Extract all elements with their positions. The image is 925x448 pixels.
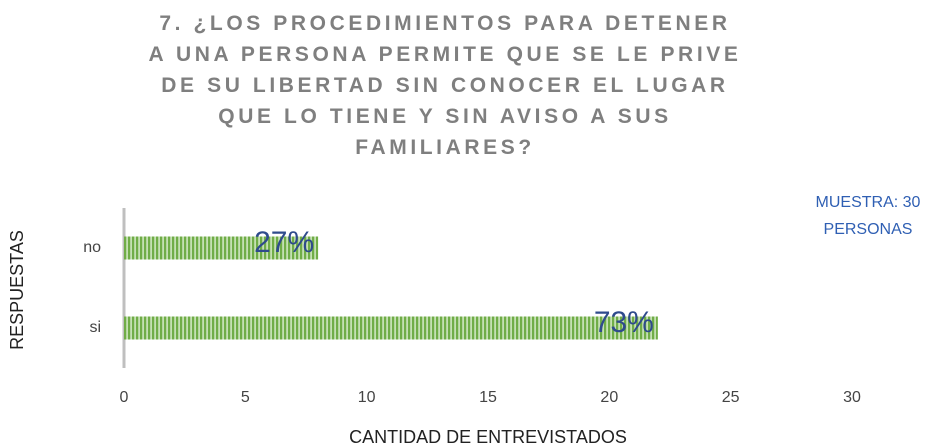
bar-annotation: 27% — [254, 226, 314, 259]
annotation: PERSONAS — [824, 221, 913, 238]
x-tick-label: 10 — [358, 389, 376, 406]
x-axis-label: CANTIDAD DE ENTREVISTADOS — [349, 427, 627, 447]
x-tick-label: 25 — [722, 389, 740, 406]
y-tick-label: no — [83, 239, 101, 256]
bar — [124, 316, 658, 340]
x-tick-label: 20 — [600, 389, 618, 406]
chart-title: 7. ¿LOS PROCEDIMIENTOS PARA DETENER A UN… — [148, 12, 742, 159]
y-tick-label: si — [89, 319, 101, 336]
bar-annotation: 73% — [594, 306, 654, 339]
x-tick-label: 0 — [120, 389, 129, 406]
x-tick-label: 5 — [241, 389, 250, 406]
x-tick-label: 15 — [479, 389, 497, 406]
bar — [124, 236, 319, 260]
annotation: MUESTRA: 30 — [816, 194, 921, 211]
x-tick-label: 30 — [843, 389, 861, 406]
y-axis-label: RESPUESTAS — [7, 230, 27, 350]
